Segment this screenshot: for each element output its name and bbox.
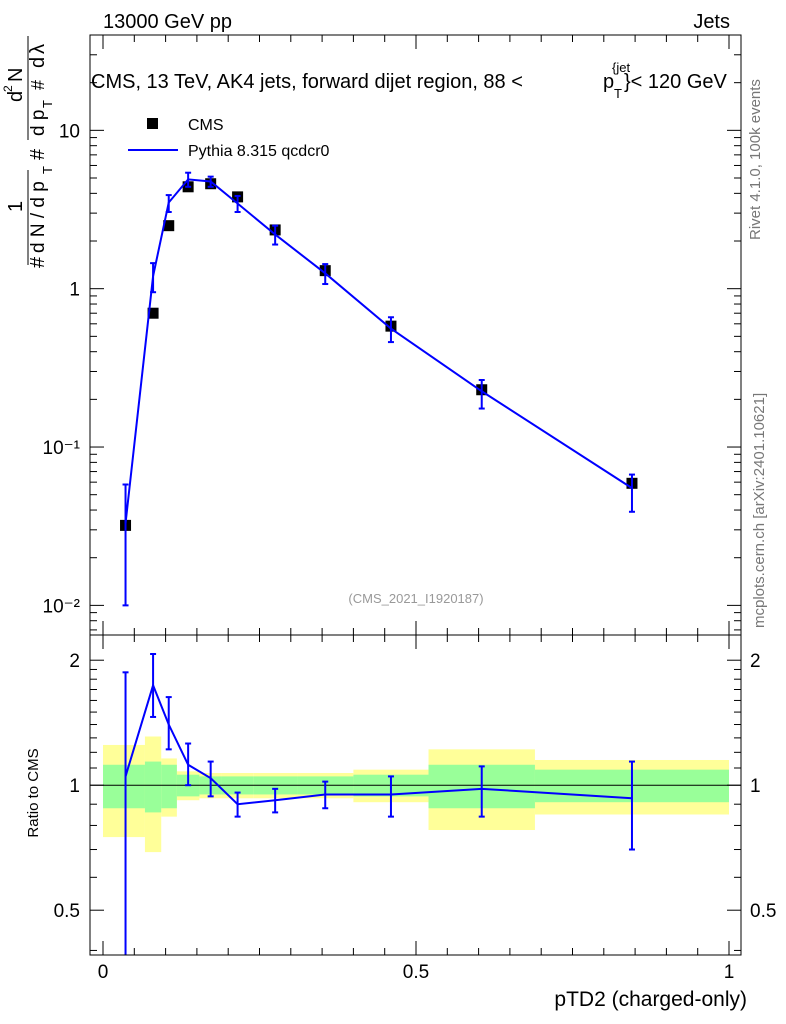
ylabel-hash-3: #	[28, 80, 48, 90]
ratio-y-tick-label-right: 1	[750, 776, 761, 797]
ylabel-hash-1: #	[27, 256, 49, 268]
main-plot-axes: 10⁻² 10⁻¹ 1 10	[43, 34, 741, 635]
legend: CMS Pythia 8.315 qcdcr0	[128, 117, 330, 160]
ylabel-hash-2: #	[27, 148, 49, 160]
main-y-tick-label: 10⁻²	[43, 596, 81, 617]
category-label: Jets	[693, 11, 730, 33]
analysis-id: (CMS_2021_I1920187)	[348, 591, 483, 606]
ratio-y-tick-label-right: 0.5	[750, 901, 776, 922]
ratio-y-axis-label: Ratio to CMS	[25, 748, 42, 837]
x-tick-label: 0	[98, 962, 109, 983]
ratio-y-tick-label-right: 2	[750, 651, 761, 672]
ylabel-sub-2: T	[40, 100, 55, 108]
ylabel-numerator-1: 1	[5, 201, 27, 212]
ratio-plot-data	[122, 652, 635, 955]
ylabel-d-den: d	[27, 57, 49, 68]
ylabel-denominator-1: d N / d p	[28, 181, 49, 253]
x-tick-label: 1	[724, 962, 735, 983]
legend-mc-label: Pythia 8.315 qcdcr0	[188, 143, 330, 160]
ylabel-N: N	[5, 68, 27, 82]
main-plot-data	[120, 171, 638, 607]
ylabel-sub-1: T	[40, 166, 55, 174]
ratio-plot-axes: 0 0.5 1 0.5 0.5 1 1 2 2	[54, 635, 776, 983]
ratio-y-tick-label: 0.5	[54, 901, 80, 922]
main-plot-panel: 10⁻² 10⁻¹ 1 10 CMS, 13 TeV, AK4 jets, forwa…	[1, 34, 742, 636]
band-inner	[144, 761, 162, 813]
ratio-y-tick-label: 1	[69, 776, 80, 797]
legend-cms-marker	[147, 118, 158, 129]
main-y-tick-label: 10	[59, 121, 80, 142]
main-plot-title: CMS, 13 TeV, AK4 jets, forward dijet reg…	[91, 60, 728, 101]
ylabel-sup-2: 2	[1, 85, 15, 92]
title-subscript: T	[614, 86, 622, 101]
band-inner	[103, 764, 145, 809]
rivet-version-label: Rivet 4.1.0, 100k events	[747, 79, 764, 240]
main-y-tick-label: 10⁻¹	[43, 438, 81, 459]
legend-cms-label: CMS	[188, 117, 224, 134]
x-tick-label: 0.5	[403, 962, 429, 983]
mc-line	[124, 178, 633, 524]
ylabel-d-num: d	[5, 91, 27, 102]
title-p: p	[603, 71, 614, 93]
title-suffix: }< 120 GeV	[624, 71, 728, 93]
x-axis-label: pTD2 (charged-only)	[554, 988, 747, 1011]
band-inner	[161, 764, 177, 809]
main-y-tick-label: 1	[69, 280, 80, 301]
title-superscript: {jet	[612, 60, 630, 75]
ratio-plot-frame	[89, 634, 742, 956]
energy-label: 13000 GeV pp	[103, 11, 232, 33]
ratio-y-tick-label: 2	[69, 651, 80, 672]
title-prefix: CMS, 13 TeV, AK4 jets, forward dijet reg…	[91, 71, 523, 93]
cms-data-point	[147, 307, 159, 319]
mcplots-label: mcplots.cern.ch [arXiv:2401.10621]	[751, 393, 768, 628]
ylabel-dp: d p	[28, 110, 49, 136]
cms-data-point	[163, 220, 175, 232]
ratio-plot-panel: 0 0.5 1 0.5 0.5 1 1 2 2 Ratio to CMS pTD2 (charg…	[25, 634, 776, 1011]
main-y-axis-label: # 1 d N / d p T # d 2 N d p T # d λ	[1, 36, 55, 268]
ylabel-lambda: λ	[27, 44, 49, 54]
